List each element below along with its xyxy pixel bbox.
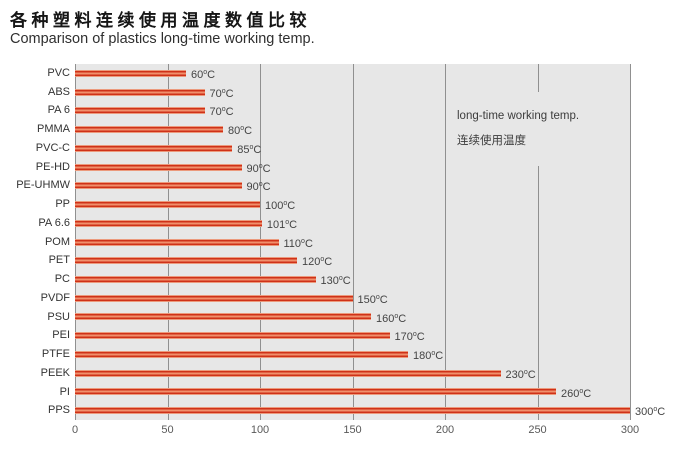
bar [75,257,297,265]
legend: long-time working temp. 连续使用温度 [451,92,611,166]
category-label: PVC-C [35,141,70,154]
value-label: 260oC [561,387,592,400]
value-label: 160oC [376,312,407,325]
category-label: PA 6.6 [38,216,70,229]
value-label: 180oC [413,350,444,363]
gridline [353,64,354,420]
category-label: PTFE [41,348,70,361]
bar [75,88,205,96]
chart-subtitle-english: Comparison of plastics long-time working… [10,31,315,47]
category-label: PEEK [40,366,70,379]
value-label: 70oC [209,87,234,100]
bar [75,332,390,340]
value-label: 101oC [266,218,298,231]
value-label: 110oC [283,237,313,250]
value-label: 90oC [246,162,271,175]
bar [75,388,556,396]
category-label: PA 6 [47,104,70,117]
value-label: 300oC [635,406,666,419]
category-label: PET [48,254,70,267]
plot-area: long-time working temp. 连续使用温度 60oC 70oC 7… [75,64,665,420]
legend-line-chinese: 连续使用温度 [457,135,526,147]
category-label: PPS [47,404,70,417]
category-label: PEI [52,329,70,342]
value-label: 230oC [505,368,536,381]
category-label: PE-HD [35,160,70,173]
bar [75,107,205,115]
x-tick-label: 250 [528,424,547,436]
value-label: 120oC [302,256,333,269]
category-label: PP [55,198,70,211]
bar [75,238,279,246]
value-label: 85oC [237,143,262,156]
bar [75,201,260,209]
chart-title-chinese: 各种塑料连续使用温度数值比较 [10,11,311,30]
bar [75,163,242,171]
category-labels: PVC ABS PA 6 PMMA PVC-C PE-HD PE-UHMW PP PA 6.6 P… [0,64,70,420]
bar [75,144,233,152]
value-label: 150oC [357,293,388,306]
category-label: PSU [47,310,70,323]
value-label: 70oC [209,106,234,119]
x-tick-label: 200 [435,424,455,436]
value-label: 100oC [265,200,296,213]
gridline [630,64,631,420]
bar [75,294,353,302]
value-label: 90oC [246,181,271,194]
gridline [445,64,446,420]
x-tick-label: 300 [620,424,640,436]
category-label: PVDF [40,291,70,304]
x-tick-label: 150 [343,424,362,436]
legend-line-english: long-time working temp. [457,110,580,122]
bar [75,275,316,283]
category-label: PE-UHMW [16,179,70,192]
bar [75,69,186,77]
value-label: 80oC [228,125,253,138]
category-label: POM [44,235,70,248]
bar [75,126,223,134]
category-label: PC [54,273,70,286]
category-label: ABS [47,85,70,98]
category-label: PMMA [37,123,70,136]
category-label: PVC [47,67,70,79]
category-label: PI [59,385,70,398]
x-tick-label: 0 [71,424,79,436]
bar [75,407,630,415]
value-label: 170oC [394,331,425,344]
bar [75,369,501,377]
bar [75,219,262,227]
x-tick-label: 100 [250,424,270,436]
bar [75,182,242,190]
bar [75,350,408,358]
value-label: 60oC [191,69,216,81]
value-label: 130oC [320,275,351,288]
bar [75,313,371,321]
x-axis: 0 50 100 150 200 250 300 [0,424,673,440]
gridline [538,64,539,420]
x-tick-label: 50 [161,424,174,436]
